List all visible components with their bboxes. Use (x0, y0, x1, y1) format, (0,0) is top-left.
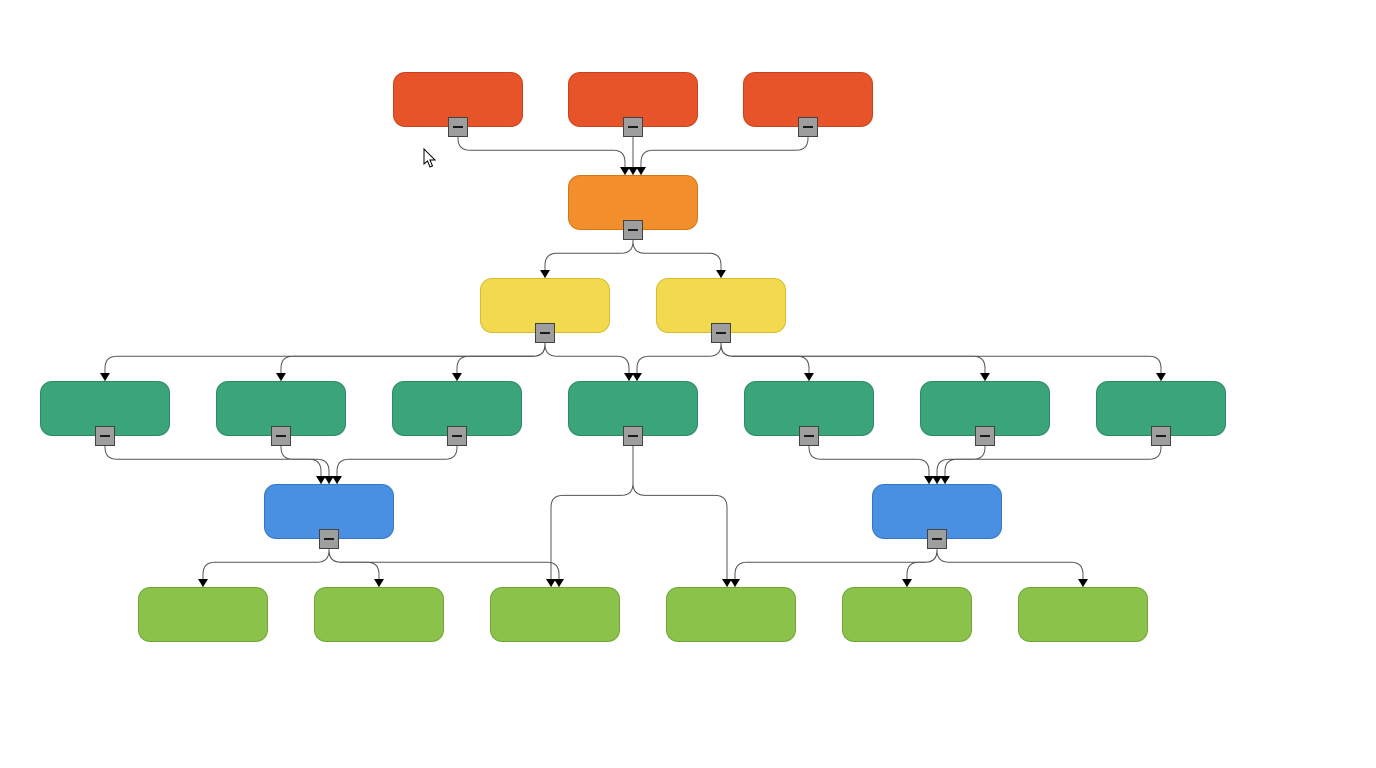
edge (937, 549, 1083, 587)
arrowhead-icon (902, 579, 912, 587)
tree-node[interactable] (138, 587, 268, 642)
collapse-button[interactable] (975, 426, 995, 446)
edge (329, 549, 379, 587)
arrowhead-icon (1156, 373, 1166, 381)
edge (945, 446, 1161, 484)
arrowhead-icon (628, 167, 638, 175)
collapse-button[interactable] (711, 323, 731, 343)
edge (329, 549, 559, 587)
arrowhead-icon (716, 270, 726, 278)
arrowhead-icon (636, 167, 646, 175)
collapse-button[interactable] (623, 426, 643, 446)
arrowhead-icon (620, 167, 630, 175)
edge (641, 137, 808, 175)
arrowhead-icon (452, 373, 462, 381)
arrowhead-icon (924, 476, 934, 484)
edge (633, 240, 721, 278)
collapse-button[interactable] (1151, 426, 1171, 446)
edge (458, 137, 625, 175)
arrowhead-icon (546, 579, 556, 587)
edge (105, 446, 321, 484)
collapse-button[interactable] (535, 323, 555, 343)
edge (633, 446, 727, 587)
arrowhead-icon (932, 476, 942, 484)
tree-node[interactable] (842, 587, 972, 642)
edge (457, 343, 545, 381)
edge (545, 240, 633, 278)
collapse-button[interactable] (799, 426, 819, 446)
edge (337, 446, 457, 484)
arrowhead-icon (804, 373, 814, 381)
edge (721, 343, 985, 381)
edge (281, 343, 545, 381)
collapse-button[interactable] (448, 117, 468, 137)
collapse-button[interactable] (271, 426, 291, 446)
edge (721, 343, 809, 381)
edge (809, 446, 929, 484)
edge (907, 549, 937, 587)
tree-node[interactable] (1018, 587, 1148, 642)
arrowhead-icon (540, 270, 550, 278)
arrowhead-icon (100, 373, 110, 381)
tree-node[interactable] (314, 587, 444, 642)
arrowhead-icon (554, 579, 564, 587)
collapse-button[interactable] (95, 426, 115, 446)
arrowhead-icon (632, 373, 642, 381)
edge (203, 549, 329, 587)
collapse-button[interactable] (319, 529, 339, 549)
collapse-button[interactable] (927, 529, 947, 549)
arrowhead-icon (980, 373, 990, 381)
arrowhead-icon (276, 373, 286, 381)
collapse-button[interactable] (623, 220, 643, 240)
arrowhead-icon (1078, 579, 1088, 587)
arrowhead-icon (198, 579, 208, 587)
edge (105, 343, 545, 381)
tree-node[interactable] (490, 587, 620, 642)
arrowhead-icon (624, 373, 634, 381)
arrowhead-icon (722, 579, 732, 587)
arrowhead-icon (316, 476, 326, 484)
arrowhead-icon (940, 476, 950, 484)
arrowhead-icon (374, 579, 384, 587)
edge (545, 343, 629, 381)
arrowhead-icon (332, 476, 342, 484)
collapse-button[interactable] (798, 117, 818, 137)
edge (721, 343, 1161, 381)
edge (551, 446, 633, 587)
collapse-button[interactable] (447, 426, 467, 446)
collapse-button[interactable] (623, 117, 643, 137)
arrowhead-icon (324, 476, 334, 484)
tree-node[interactable] (666, 587, 796, 642)
edge (637, 343, 721, 381)
arrowhead-icon (730, 579, 740, 587)
